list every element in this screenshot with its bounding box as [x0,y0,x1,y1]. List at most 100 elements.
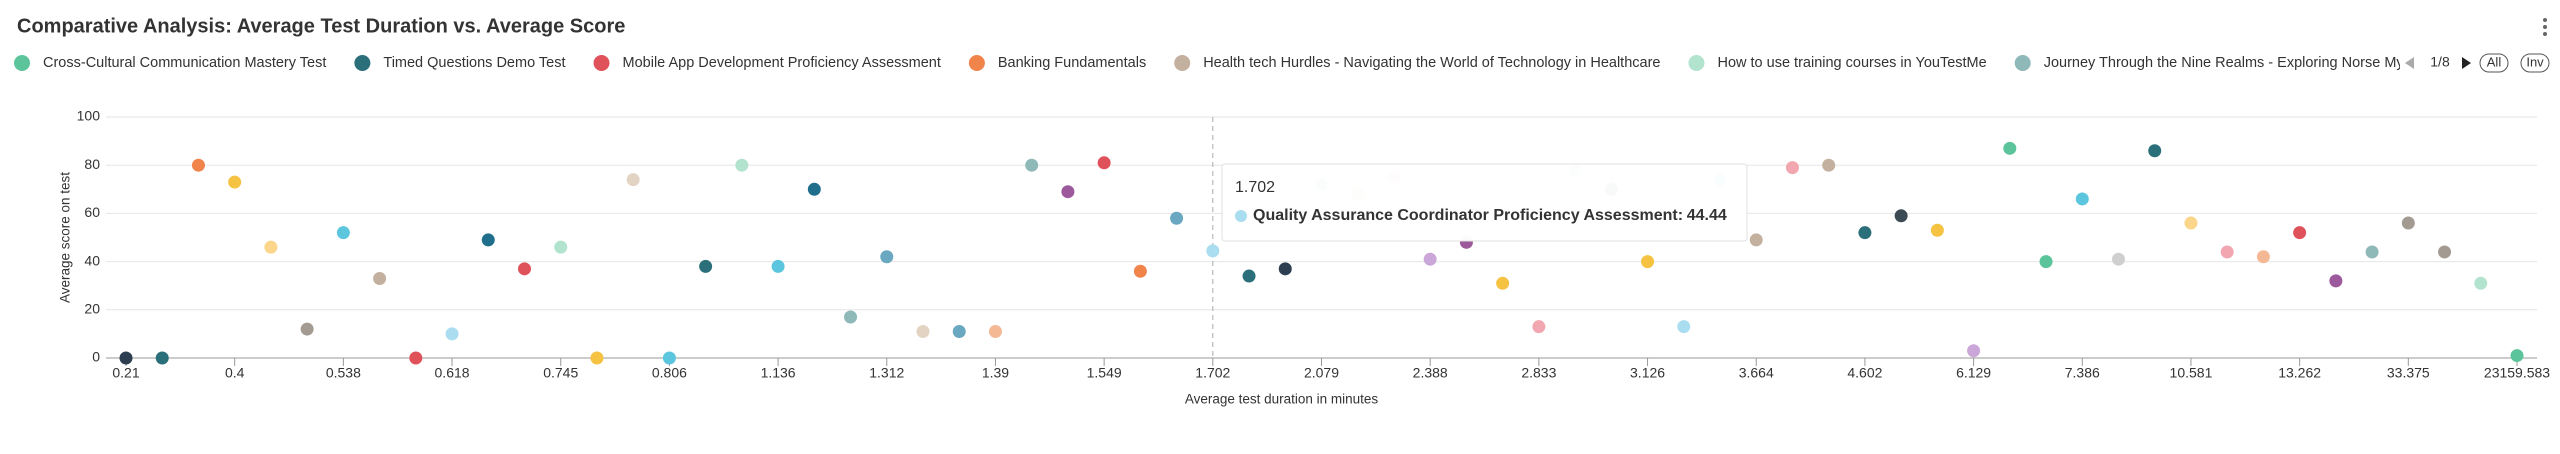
point[interactable] [191,158,205,172]
point[interactable] [807,182,821,196]
point[interactable] [1242,269,1256,283]
point[interactable] [481,233,495,247]
point[interactable] [988,324,1002,338]
point[interactable] [2256,250,2270,264]
point[interactable] [1749,233,1763,247]
legend-prev[interactable] [2405,57,2414,69]
legend-button[interactable] [2479,53,2509,73]
point[interactable] [2039,255,2053,269]
point[interactable] [1423,252,1437,266]
y-tick-label: 60 [84,204,100,220]
legend-label[interactable]: Journey Through the Nine Realms - Explor… [2044,55,2485,71]
x-tick-label: 7.386 [2065,365,2100,381]
x-tick-label: 13.262 [2278,365,2321,381]
point[interactable] [1133,264,1147,278]
legend-label[interactable]: Banking Fundamentals [998,55,1146,71]
point[interactable] [228,175,242,189]
x-tick-label: 3.664 [1739,365,1774,381]
legend-button[interactable] [2520,53,2550,73]
x-tick-label: 0.4 [225,365,245,381]
x-axis-title: Average test duration in minutes [1185,392,1379,407]
point[interactable] [844,310,858,324]
point[interactable] [1967,344,1981,358]
point[interactable] [119,351,133,365]
legend-marker[interactable] [1174,55,1191,71]
point[interactable] [1206,244,1220,258]
point[interactable] [952,324,966,338]
point[interactable] [300,322,314,336]
point[interactable] [2112,252,2125,266]
x-tick-label: 1.39 [982,365,1009,381]
point[interactable] [1532,320,1546,334]
point[interactable] [2401,216,2415,230]
point[interactable] [1641,255,1655,269]
x-tick-label: 0.618 [435,365,470,381]
point[interactable] [1061,185,1075,199]
legend-marker[interactable] [354,55,371,71]
point[interactable] [445,327,459,341]
point[interactable] [1097,156,1111,170]
point[interactable] [590,351,604,365]
point[interactable] [2365,245,2379,259]
x-tick-label: 2.079 [1304,365,1339,381]
legend-button-label[interactable]: Inv [2526,54,2544,69]
x-tick-label: 3.126 [1630,365,1665,381]
point[interactable] [1025,158,1039,172]
x-tick-label: 2.833 [1521,365,1556,381]
legend-label[interactable]: Health tech Hurdles - Navigating the Wor… [1203,55,1660,71]
point[interactable] [264,240,278,254]
point[interactable] [2220,245,2234,259]
point[interactable] [916,324,930,338]
point[interactable] [880,250,894,264]
point[interactable] [1858,226,1872,240]
legend-button-label[interactable]: All [2487,54,2502,69]
point[interactable] [1278,262,1292,276]
point[interactable] [735,158,749,172]
legend-label[interactable]: Cross-Cultural Communication Mastery Tes… [43,55,326,71]
point[interactable] [2148,144,2162,158]
x-tick-label: 2.388 [1413,365,1448,381]
point[interactable] [336,226,350,240]
point[interactable] [2329,274,2343,288]
point[interactable] [1785,161,1799,175]
point[interactable] [1677,320,1691,334]
point[interactable] [1170,211,1184,225]
point[interactable] [2438,245,2452,259]
legend-label[interactable]: Mobile App Development Proficiency Asses… [623,55,941,71]
point[interactable] [518,262,531,276]
point[interactable] [2075,192,2089,206]
point[interactable] [662,351,676,365]
point[interactable] [1930,223,1944,237]
y-axis-title: Average score on test [58,172,73,303]
x-tick-label: 4.602 [1847,365,1882,381]
menu-button[interactable] [2543,18,2547,36]
x-tick-label: 0.538 [326,365,361,381]
point[interactable] [1496,276,1510,290]
legend-label[interactable]: Timed Questions Demo Test [383,55,565,71]
point[interactable] [373,271,387,285]
legend-pager: 1/8 [2405,54,2471,70]
point[interactable] [2474,276,2488,290]
legend-marker[interactable] [1688,55,1705,71]
legend-marker[interactable] [593,55,610,71]
point[interactable] [1822,158,1836,172]
point[interactable] [699,259,713,273]
legend-next[interactable] [2462,57,2471,69]
legend-marker[interactable] [968,55,985,71]
point[interactable] [2184,216,2198,230]
x-tick-label: 0.745 [543,365,578,381]
point[interactable] [2293,226,2307,240]
point[interactable] [626,173,640,187]
legend-label[interactable]: How to use training courses in YouTestMe [1717,55,1986,71]
legend-marker[interactable] [2014,55,2031,71]
point[interactable] [155,351,169,365]
point[interactable] [2510,349,2524,363]
y-tick-label: 20 [84,301,100,317]
point[interactable] [2003,141,2017,155]
point[interactable] [1894,209,1908,223]
point[interactable] [771,259,785,273]
point[interactable] [409,351,423,365]
tooltip-value: 44.44 [1687,207,1727,224]
point[interactable] [554,240,568,254]
legend-marker[interactable] [14,55,30,71]
